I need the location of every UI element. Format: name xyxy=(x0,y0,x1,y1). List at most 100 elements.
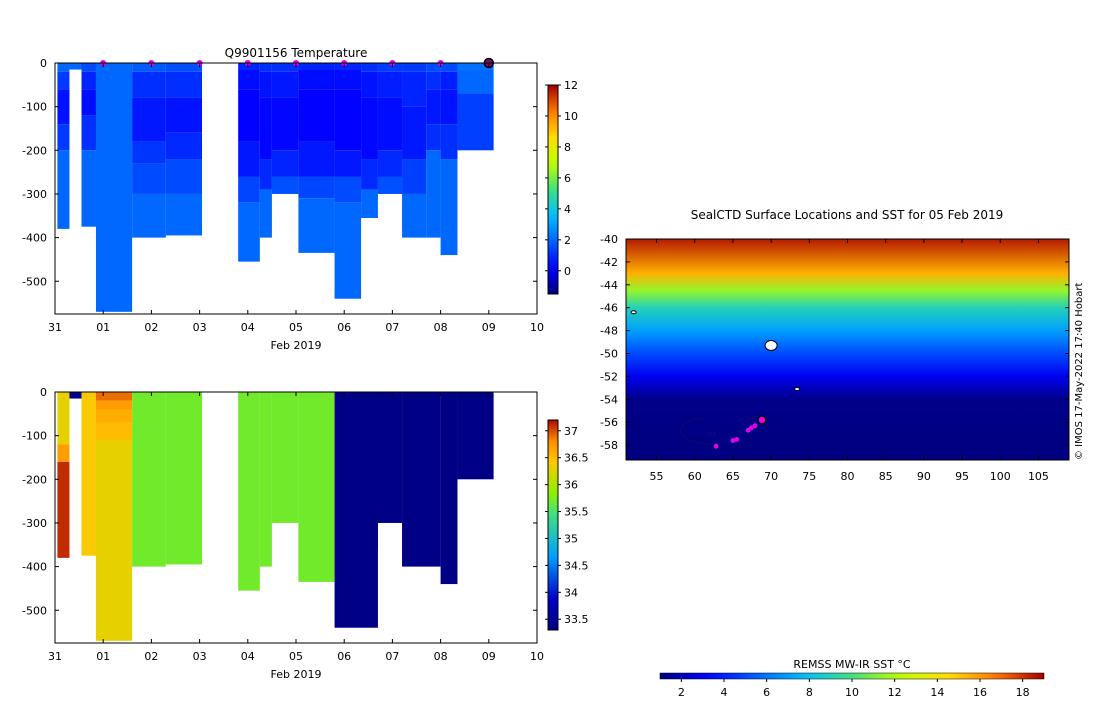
map-xtick-label: 65 xyxy=(726,470,740,483)
t-colorbar-tick-label: 10 xyxy=(564,110,578,123)
t-cell xyxy=(334,202,362,299)
s-cell xyxy=(57,444,70,462)
s-xtick-label: 08 xyxy=(434,650,448,663)
island xyxy=(630,310,637,315)
t-colorbar-body xyxy=(547,84,559,295)
s-cell xyxy=(95,400,133,410)
s-cell xyxy=(238,392,260,591)
t-cell xyxy=(361,189,378,218)
t-ytick-label: -200 xyxy=(22,144,47,157)
salinity-axes: 31 01 02 03 04 05 06 07 08 09 10 0 -100 -200 -300 -400 -… xyxy=(22,386,544,663)
s-cell xyxy=(457,392,494,480)
t-cell xyxy=(81,71,96,90)
t-cell xyxy=(298,141,335,177)
t-colorbar-tick-label: 6 xyxy=(564,172,571,185)
t-cell xyxy=(259,159,272,190)
map-xtick-label: 85 xyxy=(879,470,893,483)
s-xtick-label: 31 xyxy=(48,650,62,663)
t-cell xyxy=(69,63,82,70)
t-cell xyxy=(377,176,403,194)
t-cell xyxy=(57,150,70,229)
t-cell xyxy=(57,63,70,72)
t-cell xyxy=(402,193,427,238)
t-cell xyxy=(57,124,70,151)
t-cell xyxy=(440,71,458,90)
t-ytick-label: -100 xyxy=(22,101,47,114)
t-cell xyxy=(361,63,378,72)
s-xtick-label: 04 xyxy=(241,650,255,663)
map-ytick-label: -44 xyxy=(600,279,618,292)
sst-colorbar-tick-label: 6 xyxy=(763,686,770,699)
t-xtick-label: 01 xyxy=(96,321,110,334)
s-cell xyxy=(440,392,458,585)
temperature-axes: 31 01 02 03 04 05 06 07 08 09 10 0 -100 -200 -300 -400 -… xyxy=(22,57,544,334)
s-xtick-label: 09 xyxy=(482,650,496,663)
s-cell xyxy=(298,392,335,582)
t-cell xyxy=(457,63,494,70)
t-xtick-label: 03 xyxy=(193,321,207,334)
s-colorbar-tick-label: 33.5 xyxy=(564,613,589,626)
t-cell xyxy=(377,97,403,151)
t-cell xyxy=(440,89,458,125)
t-cell xyxy=(298,63,335,70)
current-location-marker xyxy=(757,415,767,425)
sst-colorbar-tick-label: 2 xyxy=(678,686,685,699)
t-cell xyxy=(377,71,403,98)
t-cell xyxy=(165,71,203,98)
s-xtick-label: 03 xyxy=(193,650,207,663)
t-cell xyxy=(402,159,427,194)
t-xtick-label: 06 xyxy=(337,321,351,334)
t-cell xyxy=(361,159,378,190)
map-ytick-label: -56 xyxy=(600,416,618,429)
s-ytick-label: -100 xyxy=(22,430,47,443)
sst-colorbar-body xyxy=(659,672,1045,680)
map-xtick-label: 75 xyxy=(802,470,816,483)
t-cell xyxy=(426,63,441,72)
t-cell xyxy=(95,63,133,312)
credit-text: © IMOS 17-May-2022 17:40 Hobart xyxy=(1074,283,1085,460)
map-xtick-label: 105 xyxy=(1028,470,1049,483)
map-xtick-label: 90 xyxy=(917,470,931,483)
t-cell xyxy=(259,63,272,72)
t-cell xyxy=(132,63,166,72)
s-xtick-label: 01 xyxy=(96,650,110,663)
t-cell xyxy=(298,89,335,142)
t-ytick-label: -400 xyxy=(22,232,47,245)
map-islands xyxy=(630,310,801,392)
salinity-xlabel: Feb 2019 xyxy=(271,668,322,681)
t-xtick-label: 07 xyxy=(385,321,399,334)
s-colorbar-body xyxy=(547,419,559,631)
t-cell xyxy=(81,115,96,151)
sst-colorbar: REMSS MW-IR SST °C 2 4 6 8 10 12 14 16 18 xyxy=(659,658,1045,699)
t-xtick-label: 05 xyxy=(289,321,303,334)
sst-colorbar-tick-label: 16 xyxy=(973,686,987,699)
temperature-panel: Q9901156 Temperature 31 01 02 03 04 05 06 07 08 0… xyxy=(22,46,578,352)
t-cell xyxy=(271,63,299,72)
t-cell xyxy=(132,97,166,142)
map-xtick-label: 55 xyxy=(650,470,664,483)
t-cell xyxy=(238,176,260,203)
s-colorbar-tick-label: 34.5 xyxy=(564,559,589,572)
sst-colorbar-tick-label: 18 xyxy=(1016,686,1030,699)
map-ytick-label: -46 xyxy=(600,302,618,315)
t-cell xyxy=(165,97,203,133)
t-cell xyxy=(440,159,458,256)
t-cell xyxy=(426,150,441,238)
s-cell xyxy=(259,392,272,567)
t-cell xyxy=(334,89,362,151)
salinity-panel: 31 01 02 03 04 05 06 07 08 09 10 0 -100 -200 -300 -400 -… xyxy=(22,386,588,681)
map-ytick-label: -40 xyxy=(600,233,618,246)
t-cell xyxy=(271,97,299,151)
s-colorbar-tick-label: 35.5 xyxy=(564,506,589,519)
t-cell xyxy=(238,63,260,70)
t-cell xyxy=(377,63,403,72)
temperature-title: Q9901156 Temperature xyxy=(225,46,368,60)
t-cell xyxy=(402,71,427,107)
t-cell xyxy=(298,69,335,90)
s-colorbar-tick-label: 36.5 xyxy=(564,452,589,465)
salinity-cells xyxy=(57,392,494,641)
t-cell xyxy=(440,124,458,160)
t-cell xyxy=(57,89,70,125)
track-point xyxy=(730,438,736,443)
t-cell xyxy=(259,97,272,160)
